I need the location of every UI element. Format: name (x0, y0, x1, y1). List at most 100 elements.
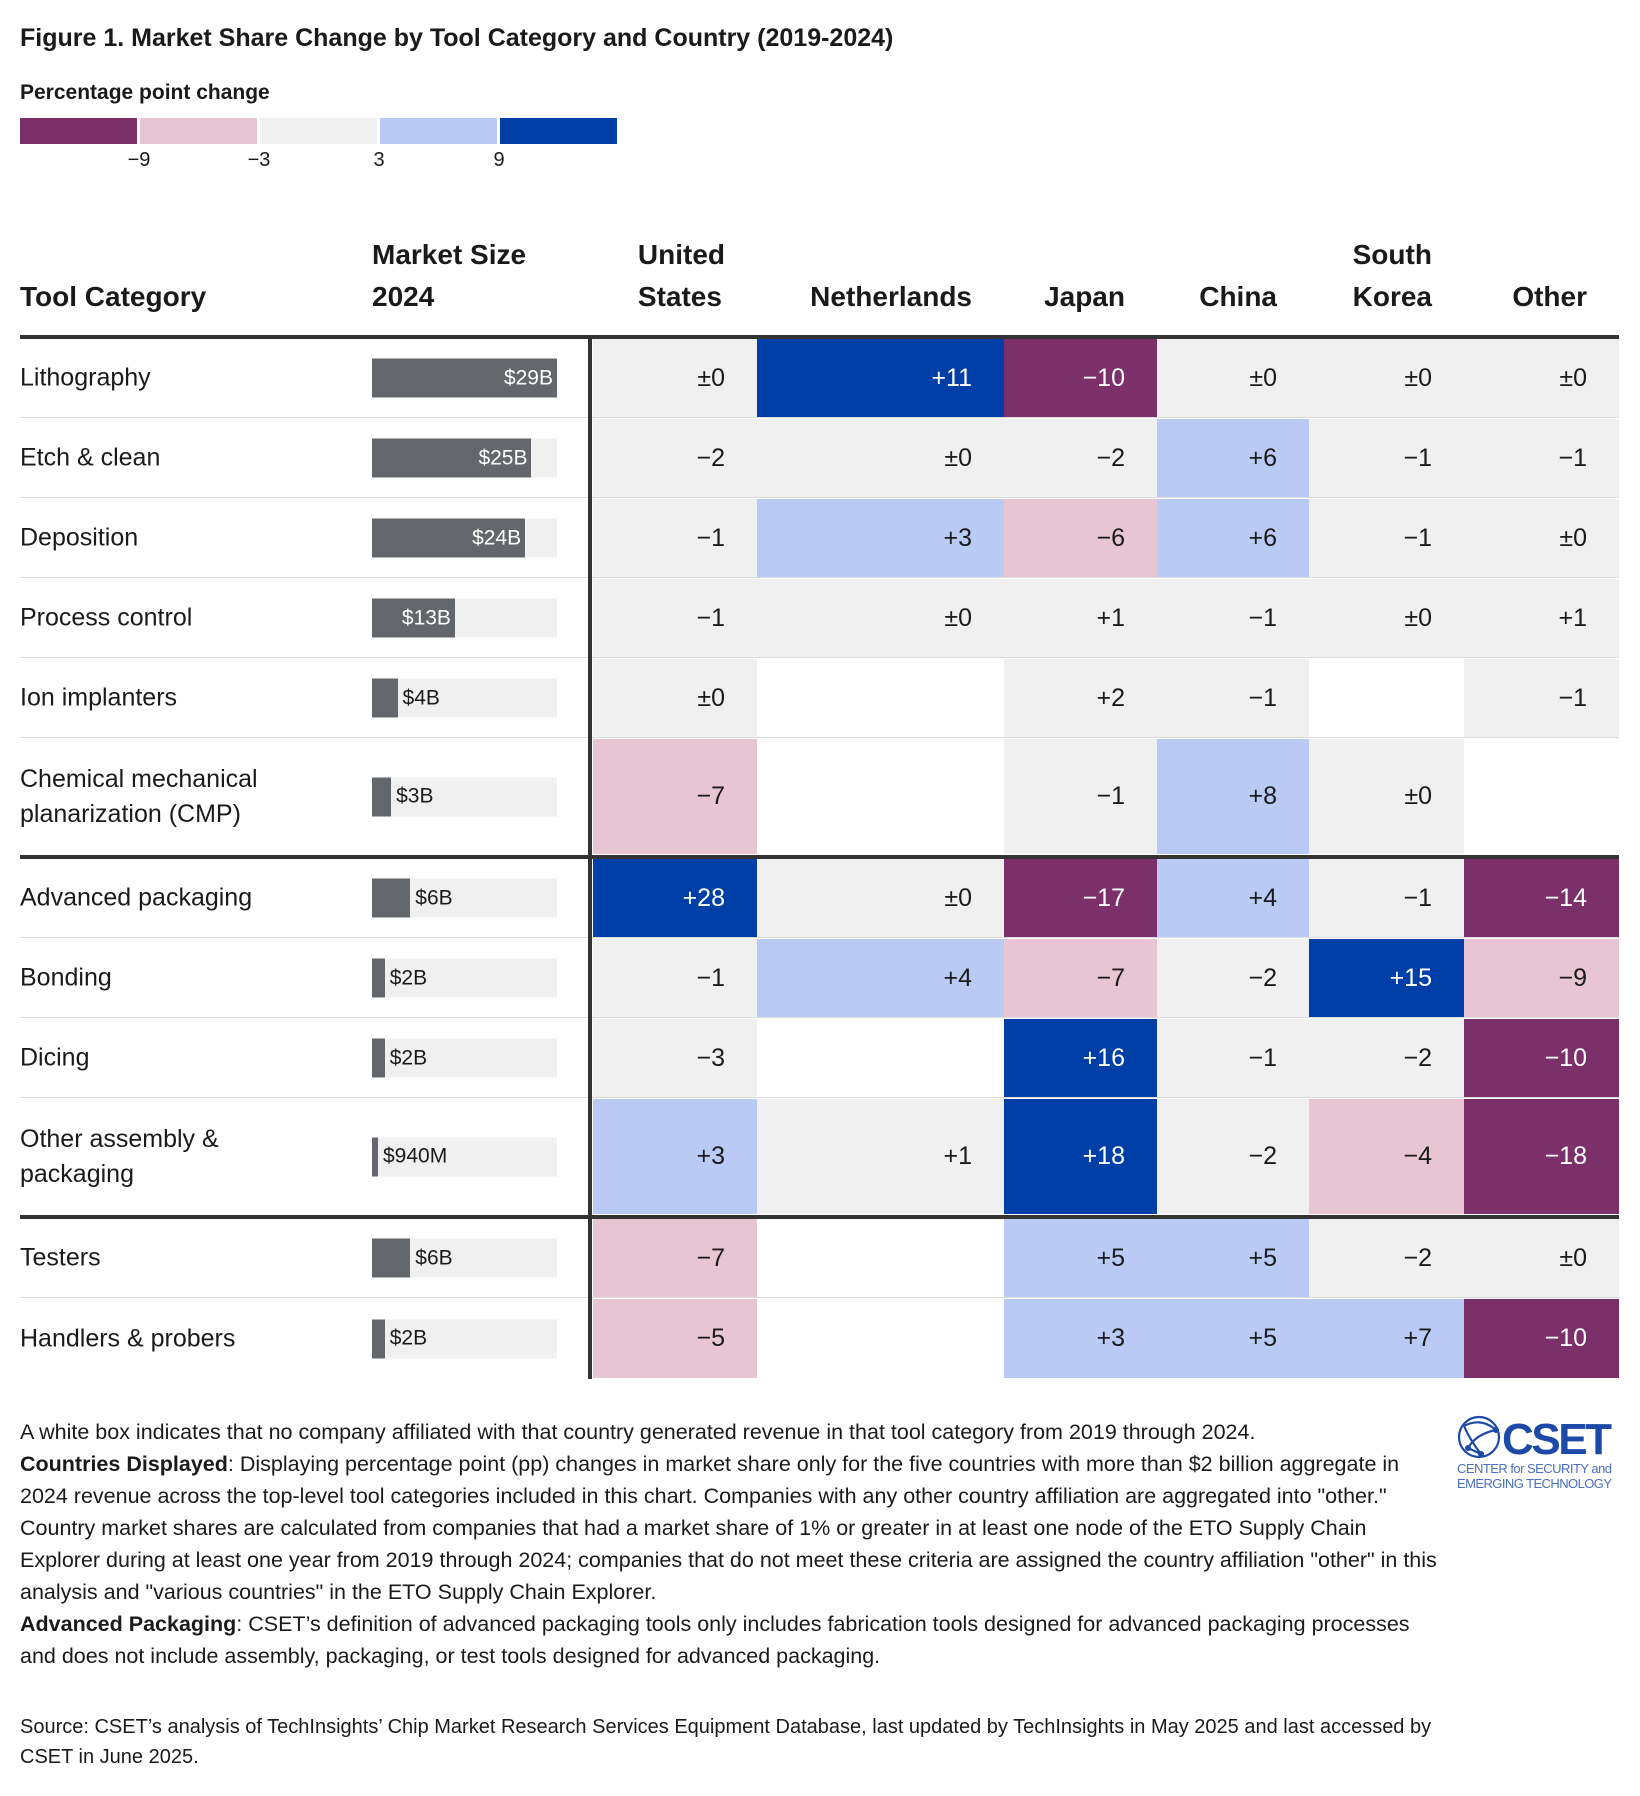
advanced-packaging-label: Advanced Packaging (20, 1612, 237, 1636)
cset-logo: CSET CENTER for SECURITY and EMERGING TE… (1456, 1412, 1616, 1497)
header-market-size: Market Size 2024 (372, 234, 526, 318)
cell-value: −7 (1096, 963, 1125, 992)
cell-value: −1 (1403, 523, 1432, 552)
heatmap-cell: +8 (1157, 739, 1309, 854)
cell-value: +18 (1082, 1142, 1125, 1170)
cell-value: +11 (931, 363, 972, 392)
heatmap-cell: −10 (1464, 1299, 1619, 1378)
market-size-bar (372, 438, 532, 478)
table-row: Chemical mechanical planarization (CMP) $… (20, 739, 1619, 854)
header-line (810, 234, 972, 276)
tool-category-label: Testers (20, 1243, 101, 1272)
heatmap-cell (1309, 659, 1464, 737)
heatmap-cell: −5 (593, 1299, 757, 1378)
heatmap-cell (757, 659, 1004, 737)
tool-category-label: Deposition (20, 523, 139, 552)
cell-value: ±0 (1249, 363, 1277, 392)
countries-note-label: Countries Displayed (20, 1452, 228, 1476)
market-size-bar (372, 358, 557, 398)
cell-value: +5 (1096, 1243, 1125, 1272)
cell-value: −5 (696, 1324, 725, 1352)
heatmap-cell: ±0 (593, 339, 757, 417)
svg-text:CENTER for SECURITY and: CENTER for SECURITY and (1457, 1461, 1612, 1476)
cell-value: ±0 (944, 443, 972, 472)
heatmap-cell: +5 (1157, 1299, 1309, 1378)
tool-category-label: Other assembly & packaging (20, 1124, 219, 1188)
cell-value: +15 (1389, 963, 1432, 992)
heatmap-cell: −1 (1309, 419, 1464, 497)
heatmap-cell: ±0 (757, 579, 1004, 657)
cell-value: −2 (1248, 1142, 1277, 1170)
heatmap-cell (757, 1019, 1004, 1097)
header-country: United States (638, 234, 725, 318)
cell-value: +3 (943, 523, 972, 552)
cell-value: −2 (1096, 443, 1125, 472)
header-line: Market Size (372, 239, 527, 270)
heatmap-cell: −1 (1157, 1019, 1309, 1097)
cell-value: −1 (1558, 683, 1587, 712)
legend-tick-label: −9 (127, 149, 151, 171)
market-size-bar-track: $24B (372, 518, 557, 558)
cell-value: −2 (1403, 1243, 1432, 1272)
heatmap-cell: −2 (1157, 939, 1309, 1017)
heatmap-cell: ±0 (1309, 339, 1464, 417)
cell-value: ±0 (944, 603, 972, 632)
header-country: China (1199, 234, 1277, 318)
cell-value: −6 (1096, 523, 1125, 552)
heatmap-cell: −1 (1464, 659, 1619, 737)
heatmap-cell: −1 (1309, 499, 1464, 577)
market-size-bar-track: $2B (372, 958, 557, 998)
cell-value: −10 (1544, 1324, 1587, 1352)
heatmap-cell: −1 (1464, 419, 1619, 497)
advanced-packaging-note: Advanced Packaging: CSET’s definition of… (20, 1608, 1450, 1672)
table-row: Deposition $24B −1 +3 −6 +6 −1 ±0 (20, 499, 1619, 578)
heatmap-cell: +3 (593, 1099, 757, 1214)
market-size-bar (372, 958, 385, 998)
group-divider (20, 1215, 1619, 1219)
cell-value: −10 (1082, 363, 1125, 392)
group-divider (20, 855, 1619, 859)
heatmap-cell: +15 (1309, 939, 1464, 1017)
market-size-bar (372, 518, 526, 558)
cell-value: −7 (696, 1243, 725, 1272)
column-divider (588, 337, 592, 1379)
cell-value: ±0 (697, 683, 725, 712)
cell-value: −18 (1544, 1142, 1587, 1170)
table-row: Lithography $29B ±0 +11 −10 ±0 ±0 ±0 (20, 339, 1619, 418)
cell-value: −2 (1403, 1043, 1432, 1072)
header-line (1044, 234, 1125, 276)
header-line: Korea (1352, 281, 1432, 312)
heatmap-cell: −10 (1004, 339, 1157, 417)
cell-value: −1 (696, 963, 725, 992)
market-size-bar-track: $2B (372, 1319, 557, 1358)
tool-category-label: Etch & clean (20, 443, 161, 472)
countries-note: Countries Displayed: Displaying percenta… (20, 1448, 1450, 1608)
cell-value: −14 (1544, 883, 1587, 912)
cell-value: −7 (696, 782, 725, 810)
cell-value: −1 (1403, 883, 1432, 912)
cell-value: −4 (1403, 1142, 1432, 1170)
heatmap-cell: +4 (1157, 859, 1309, 937)
heatmap-cell: ±0 (1464, 339, 1619, 417)
cell-value: +5 (1248, 1324, 1277, 1352)
cell-value: −1 (1248, 603, 1277, 632)
cell-value: +16 (1082, 1043, 1125, 1072)
market-size-bar (372, 1319, 385, 1358)
header-country: Netherlands (810, 234, 972, 318)
heatmap-cell: −2 (1309, 1219, 1464, 1297)
market-size-label: $4B (402, 686, 440, 709)
cell-value: −10 (1544, 1043, 1587, 1072)
heatmap-cell: −2 (1157, 1099, 1309, 1214)
tool-category-label: Dicing (20, 1043, 90, 1072)
white-box-note: A white box indicates that no company af… (20, 1420, 1256, 1444)
table-row: Other assembly & packaging $940M +3 +1 +18 −2… (20, 1099, 1619, 1214)
cell-value: +1 (1558, 603, 1587, 632)
header-line: United (637, 239, 725, 270)
heatmap-cell: −1 (1309, 859, 1464, 937)
heatmap-cell (757, 1299, 1004, 1378)
svg-text:EMERGING TECHNOLOGY: EMERGING TECHNOLOGY (1457, 1476, 1612, 1491)
cell-value: +7 (1403, 1324, 1432, 1352)
cell-value: ±0 (1559, 363, 1587, 392)
heatmap-cell: ±0 (757, 419, 1004, 497)
market-size-bar (372, 777, 392, 816)
